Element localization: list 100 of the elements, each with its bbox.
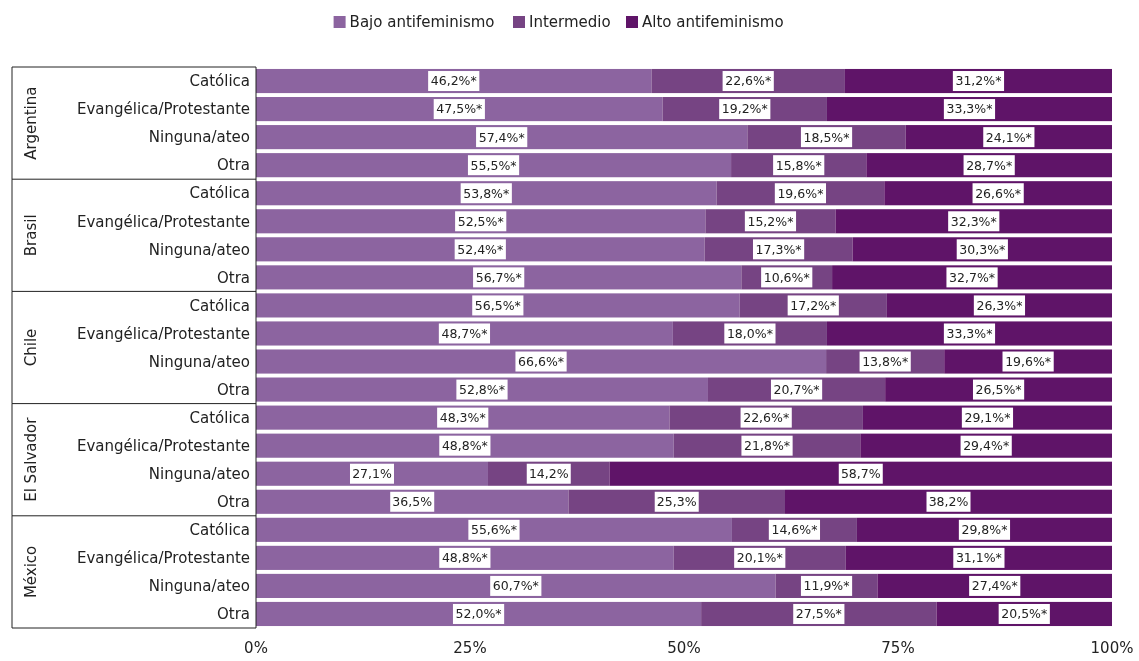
data-label: 46,2%* (430, 73, 477, 89)
y-tick-label: Otra (216, 493, 250, 512)
data-label: 20,7%* (773, 381, 820, 397)
data-label: 24,1%* (985, 129, 1032, 145)
data-label: 14,2% (528, 466, 569, 482)
x-tick-label: 25% (453, 639, 487, 657)
bar (256, 349, 827, 374)
data-label: 28,7%* (966, 157, 1013, 173)
data-label: 26,6%* (975, 185, 1022, 201)
bar (256, 209, 706, 234)
data-label: 26,5%* (975, 381, 1022, 397)
y-tick-label: Otra (216, 605, 250, 624)
text: Argentina (22, 86, 41, 160)
data-label: 15,8%* (775, 157, 822, 173)
bar (256, 125, 748, 150)
x-tick-label: 50% (667, 639, 701, 657)
data-label: 18,0%* (726, 325, 773, 341)
data-label: 55,5%* (470, 157, 517, 173)
bar (256, 405, 670, 430)
legend-label: Bajo antifeminismo (349, 13, 495, 32)
data-label: 66,6%* (518, 353, 565, 369)
y-tick-label: Ninguna/ateo (148, 577, 250, 596)
bar (256, 293, 740, 318)
data-label: 21,8%* (744, 438, 791, 454)
y-tick-label: Evangélica/Protestante (76, 436, 250, 455)
y-tick-label: Evangélica/Protestante (76, 100, 250, 119)
x-tick-label: 75% (881, 639, 915, 657)
data-label: 32,7%* (949, 269, 996, 285)
data-label: 31,1%* (955, 550, 1002, 566)
bar (256, 517, 732, 542)
bar (256, 601, 702, 627)
y-tick-label: Católica (189, 408, 250, 427)
data-label: 38,2% (928, 494, 969, 510)
data-label: 33,3%* (946, 101, 993, 117)
data-label: 20,5%* (1001, 606, 1048, 622)
data-label: 19,6%* (777, 185, 824, 201)
bar (256, 433, 674, 458)
data-label: 29,4%* (963, 438, 1010, 454)
data-label: 27,1% (352, 466, 392, 482)
data-label: 29,8%* (961, 522, 1008, 538)
data-label: 56,5%* (474, 297, 521, 313)
data-label: 19,2%* (721, 101, 768, 117)
data-label: 18,5%* (803, 129, 850, 145)
bar (256, 153, 732, 178)
text: El Salvador (22, 416, 41, 502)
data-label: 27,5%* (795, 606, 842, 622)
y-tick-label: Católica (189, 72, 250, 91)
bar (256, 265, 742, 290)
data-label: 31,2%* (955, 73, 1002, 89)
data-label: 52,5%* (457, 213, 504, 229)
data-label: 52,8%* (459, 381, 505, 397)
data-label: 20,1%* (736, 550, 783, 566)
bar (256, 181, 717, 206)
data-label: 17,3%* (755, 241, 802, 257)
y-tick-label: Ninguna/ateo (148, 240, 250, 259)
data-label: 29,1%* (964, 410, 1011, 425)
bar (256, 545, 674, 570)
data-label: 52,0%* (455, 606, 502, 622)
x-tick-label: 100% (1090, 639, 1134, 657)
data-label: 32,3%* (950, 213, 997, 229)
data-label: 26,3%* (976, 297, 1023, 313)
data-label: 57,4%* (478, 129, 525, 145)
data-label: 48,8%* (441, 550, 488, 566)
y-tick-label: Ninguna/ateo (148, 464, 250, 483)
data-label: 56,7%* (475, 269, 522, 285)
data-label: 25,3% (656, 494, 697, 510)
data-label: 27,4%* (971, 578, 1018, 594)
data-label: 15,2%* (747, 213, 794, 229)
legend-label: Alto antifeminismo (642, 13, 784, 32)
bar (256, 377, 708, 402)
y-tick-label: Católica (189, 296, 250, 315)
text: Chile (22, 328, 41, 367)
data-label: 14,6%* (771, 522, 818, 538)
bar (256, 237, 705, 262)
y-tick-label: Católica (189, 184, 250, 203)
y-tick-label: Evangélica/Protestante (76, 549, 250, 568)
x-tick-label: 0% (244, 639, 268, 657)
y-tick-label: Otra (216, 380, 250, 399)
data-label: 11,9%* (803, 578, 850, 594)
bar (256, 97, 663, 122)
y-tick-label: Evangélica/Protestante (76, 324, 250, 343)
y-tick-label: Evangélica/Protestante (76, 212, 250, 231)
y-tick-label: Católica (189, 521, 250, 540)
data-label: 19,6%* (1005, 353, 1052, 369)
data-label: 10,6%* (763, 269, 810, 285)
y-tick-label: Otra (216, 156, 250, 175)
data-label: 55,6%* (470, 522, 517, 538)
bar (609, 461, 1112, 486)
data-label: 13,8%* (862, 353, 909, 369)
bar (256, 573, 776, 598)
data-label: 60,7%* (492, 578, 539, 594)
data-label: 22,6%* (743, 410, 790, 425)
data-label: 53,8%* (463, 185, 510, 201)
y-tick-label: Ninguna/ateo (148, 128, 250, 147)
y-tick-label: Otra (216, 268, 250, 287)
legend-label: Intermedio (529, 13, 611, 32)
data-label: 33,3%* (946, 325, 993, 341)
data-label: 58,7% (840, 466, 881, 482)
bar (256, 321, 673, 346)
data-label: 30,3%* (959, 241, 1006, 257)
